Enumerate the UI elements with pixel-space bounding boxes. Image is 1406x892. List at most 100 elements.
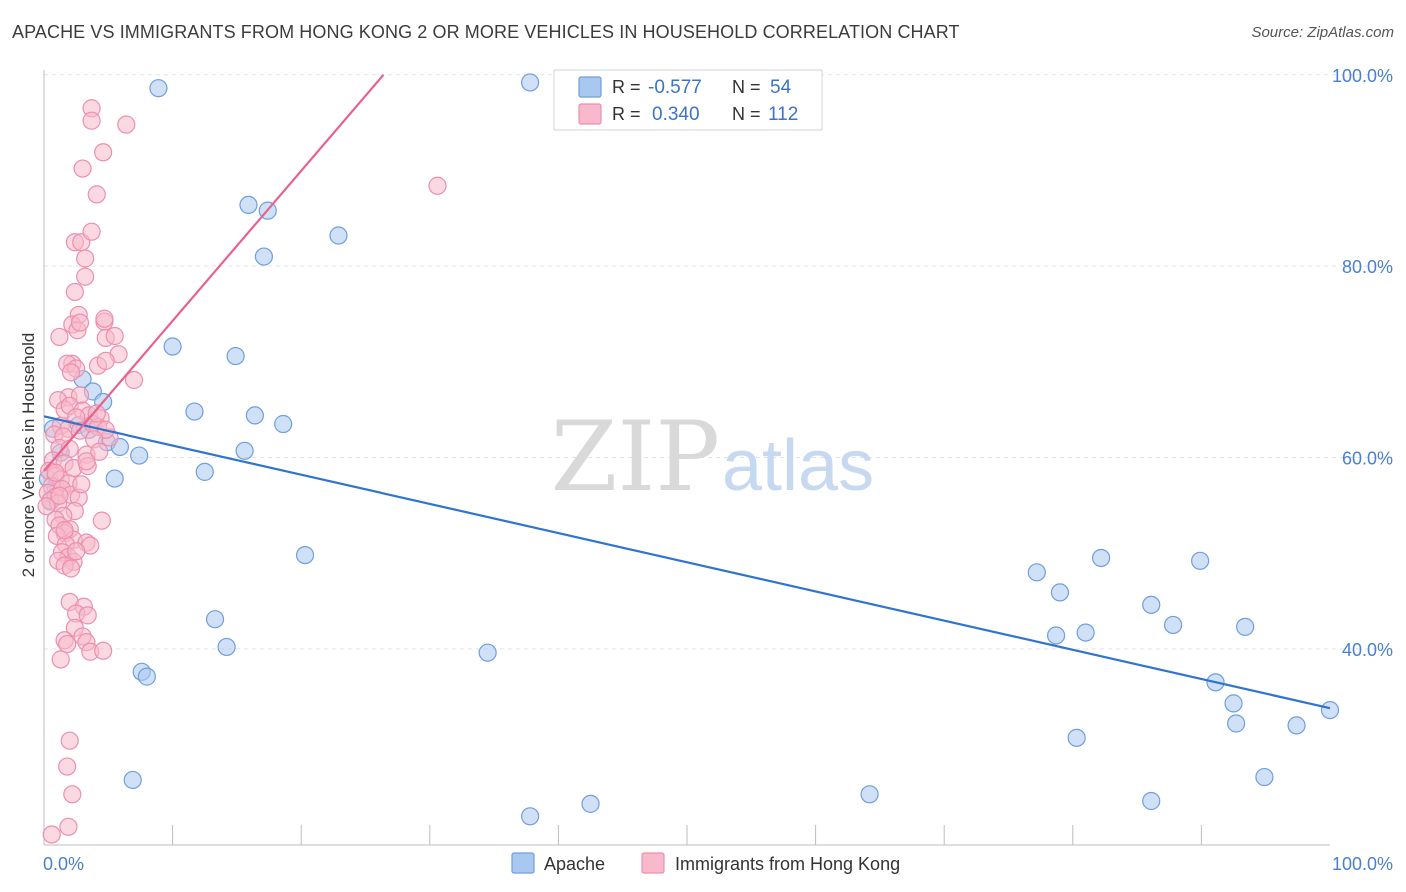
point-apache (1050, 583, 1070, 602)
point-hk (61, 559, 81, 578)
point-hk (63, 785, 82, 804)
legend-n-label-hk: N = (732, 104, 761, 124)
point-hk (55, 521, 74, 540)
legend-swatch-apache (578, 76, 602, 98)
point-apache (478, 643, 497, 662)
point-hk (67, 542, 86, 561)
point-hk (76, 267, 95, 286)
grid-layer (44, 74, 1393, 650)
x-tick-label-0: 0.0% (43, 854, 84, 874)
point-apache (295, 545, 315, 565)
point-apache (1236, 617, 1255, 636)
point-hk (95, 309, 114, 328)
point-hk (94, 143, 113, 162)
trend-layer (43, 74, 1331, 710)
point-hk (105, 326, 124, 346)
point-apache (1046, 626, 1066, 645)
point-hk (58, 757, 77, 776)
legend-n-value-apache: 54 (770, 77, 792, 98)
bottom-legend-label-apache: Apache (544, 854, 605, 874)
point-apache (1076, 623, 1095, 642)
watermark: ZIP atlas (551, 401, 874, 513)
point-apache (130, 446, 149, 465)
y-axis-label: 2 or more Vehicles in Household (19, 333, 38, 578)
point-hk (50, 327, 69, 347)
point-hk (73, 159, 92, 178)
bottom-legend-swatch-apache (511, 852, 535, 874)
point-apache (226, 346, 245, 366)
point-hk (59, 817, 78, 836)
chart-title: APACHE VS IMMIGRANTS FROM HONG KONG 2 OR… (12, 22, 960, 42)
point-hk (82, 111, 101, 130)
trend-line-apache (43, 415, 1331, 710)
legend-swatch-hk (578, 103, 602, 125)
point-hk (37, 497, 56, 516)
point-hk (51, 650, 70, 669)
point-hk (78, 606, 97, 625)
point-apache (1255, 767, 1274, 787)
point-hk (94, 641, 113, 660)
point-apache (245, 406, 265, 425)
watermark-atlas: atlas (722, 426, 874, 506)
point-hk (87, 404, 106, 423)
point-apache (1067, 728, 1086, 747)
point-apache (581, 794, 600, 813)
point-apache (105, 469, 124, 488)
point-apache (1320, 700, 1340, 720)
point-apache (1287, 716, 1306, 735)
legend-r-value-hk: 0.340 (652, 104, 700, 125)
point-apache (254, 247, 274, 266)
point-apache (860, 785, 879, 804)
top-legend: R = -0.577 N = 54 R = 0.340 N = 112 (553, 69, 823, 131)
watermark-zip: ZIP (551, 401, 720, 513)
point-hk (76, 249, 95, 268)
point-hk (65, 282, 84, 302)
point-apache (521, 73, 540, 92)
point-hk (70, 313, 90, 332)
bottom-legend-label-hk: Immigrants from Hong Kong (675, 854, 900, 874)
point-apache (521, 807, 540, 826)
point-apache (1227, 714, 1246, 733)
point-apache (329, 226, 348, 245)
point-hk (87, 185, 106, 204)
y-tick-label: 100.0% (1332, 66, 1393, 86)
point-apache (137, 667, 156, 686)
point-hk (50, 486, 69, 505)
point-hk (92, 511, 111, 530)
y-tick-label: 40.0% (1342, 640, 1393, 660)
point-apache (123, 770, 142, 790)
point-hk (82, 222, 101, 241)
bottom-legend-swatch-hk (641, 852, 665, 874)
point-apache (1027, 563, 1046, 582)
point-hk (90, 442, 109, 461)
point-apache (239, 195, 258, 215)
point-apache (205, 610, 225, 629)
x-tick-label-1: 100.0% (1332, 854, 1393, 874)
point-hk (42, 825, 61, 844)
point-apache (163, 337, 182, 356)
point-apache (274, 414, 293, 434)
point-hk (58, 634, 77, 654)
point-hk (117, 115, 136, 134)
trend-line-hk (43, 74, 385, 472)
point-apache (149, 79, 168, 98)
point-hk (60, 731, 79, 750)
bottom-legend: Apache Immigrants from Hong Kong (511, 852, 900, 874)
axes-layer: 40.0% 60.0% 80.0% 100.0% (43, 66, 1393, 846)
point-apache (1142, 791, 1161, 811)
point-hk (61, 363, 81, 382)
point-apache (1191, 551, 1210, 570)
legend-n-value-hk: 112 (768, 104, 798, 125)
point-apache (1224, 694, 1243, 713)
point-apache (195, 462, 214, 481)
legend-r-label-apache: R = (612, 77, 641, 97)
point-hk (77, 452, 96, 471)
point-apache (1091, 548, 1111, 568)
legend-r-label-hk: R = (612, 104, 641, 124)
point-apache (185, 402, 204, 421)
point-apache (235, 441, 254, 460)
legend-r-value-apache: -0.577 (648, 77, 702, 98)
chart-source: Source: ZipAtlas.com (1251, 24, 1394, 41)
point-apache (1142, 595, 1161, 614)
